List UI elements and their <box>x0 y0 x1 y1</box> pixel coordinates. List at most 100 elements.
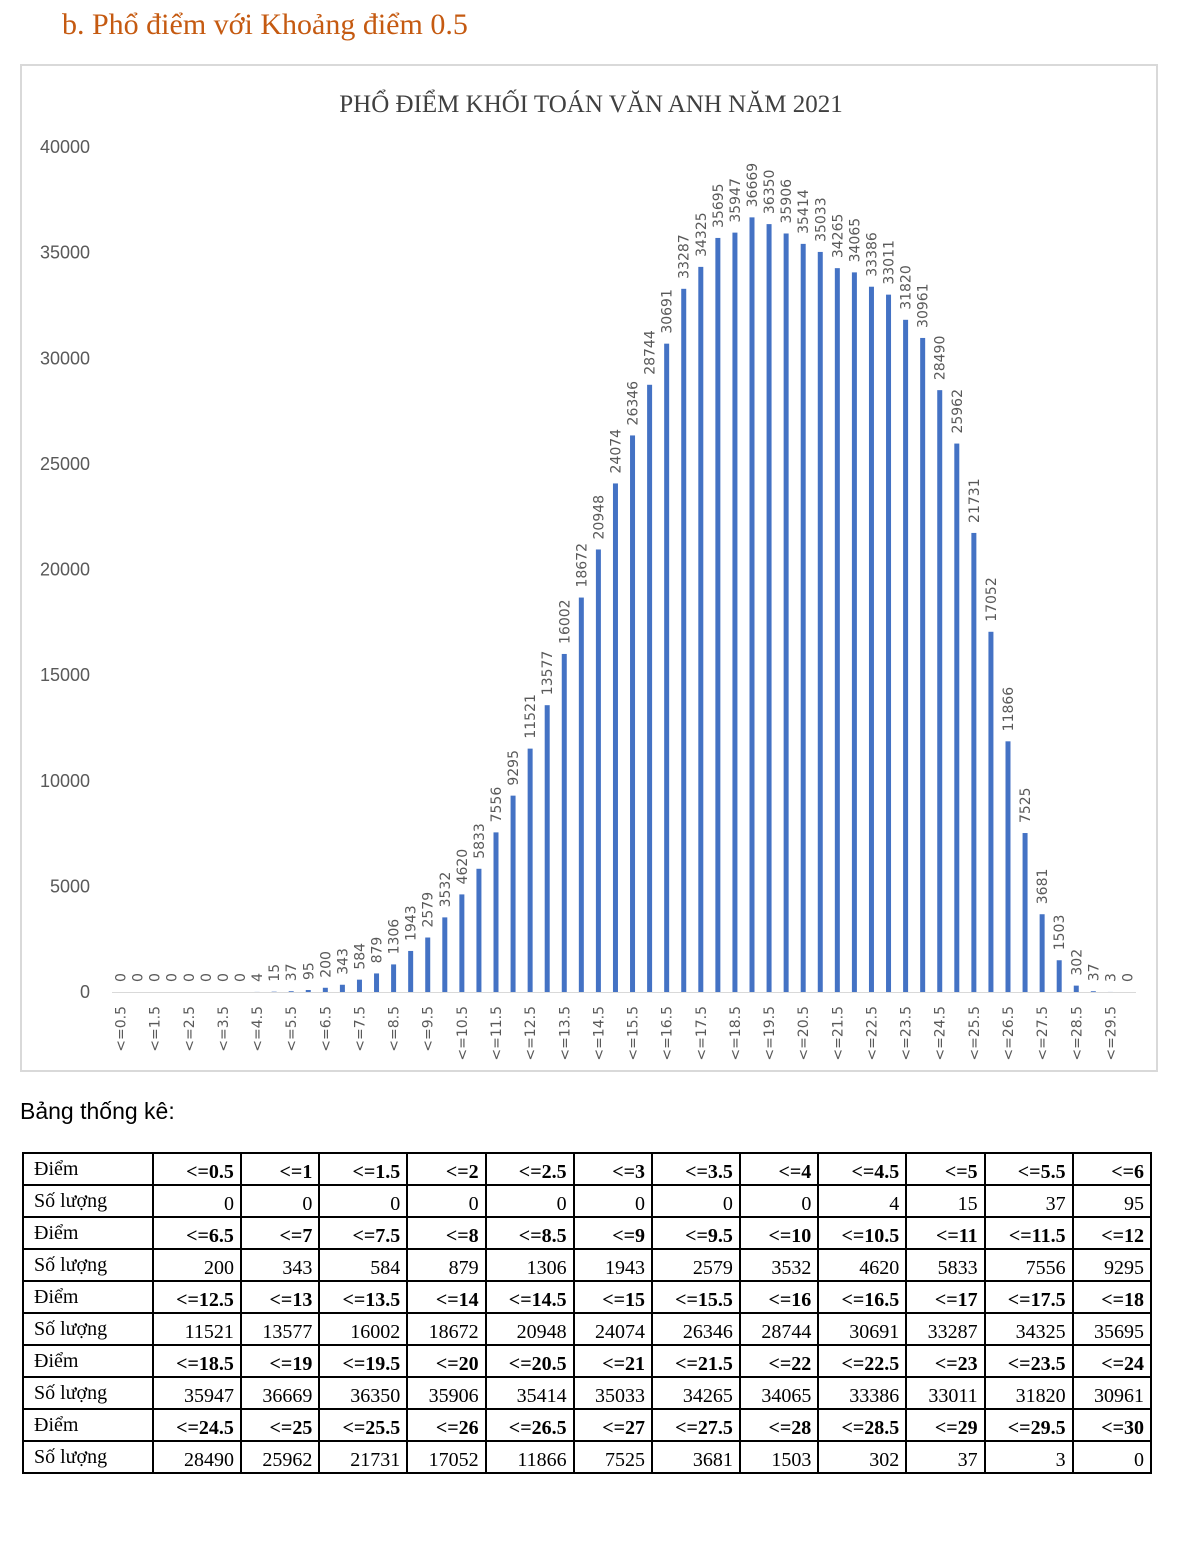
count-cell: 37 <box>905 1440 986 1474</box>
x-tick-label: <=22.5 <box>864 1006 880 1061</box>
count-row: Số lượng 35947 36669 36350 35906 35414 35033 34… <box>22 1376 1153 1410</box>
score-cell: <=5 <box>905 1152 986 1186</box>
score-cell: <=21.5 <box>650 1344 741 1378</box>
bar-data-label: 35906 <box>779 179 795 224</box>
x-tick-label: <=5.5 <box>284 1006 300 1052</box>
x-tick-label: <=4.5 <box>250 1006 266 1052</box>
bar-data-label: 0 <box>165 973 181 982</box>
count-cell: 34065 <box>738 1376 820 1410</box>
score-cell: <=29.5 <box>983 1408 1074 1442</box>
score-cell: <=14 <box>406 1280 487 1314</box>
count-cell: 0 <box>406 1184 487 1218</box>
score-cell: <=11.5 <box>983 1216 1074 1250</box>
x-axis: <=0.5 <=1.5 <=2.5 <=3.5 <=4.5 <=5.5 <=6.5 <=7.5… <box>112 992 1136 1061</box>
bar-data-label: 37 <box>284 963 300 981</box>
score-cell: <=12 <box>1071 1216 1153 1250</box>
score-cell: <=14.5 <box>484 1280 575 1314</box>
score-cell: <=10 <box>738 1216 820 1250</box>
score-cell: <=24 <box>1071 1344 1153 1378</box>
chart-container: PHỔ ĐIỂM KHỐI TOÁN VĂN ANH NĂM 2021 0 500… <box>20 64 1158 1072</box>
bar-data-label: 879 <box>370 937 386 964</box>
bar-data-label: 21731 <box>967 478 983 523</box>
count-row-header: Số lượng <box>22 1312 154 1346</box>
bar <box>391 964 397 992</box>
stats-table-label: Bảng thống kê: <box>20 1098 175 1124</box>
x-tick-label: <=19.5 <box>762 1006 778 1061</box>
bar <box>1039 914 1045 992</box>
count-row-header: Số lượng <box>22 1440 154 1474</box>
score-row: Điểm <=12.5 <=13 <=13.5 <=14 <=14.5 <=15 <=15.5… <box>22 1280 1153 1314</box>
score-cell: <=27.5 <box>650 1408 741 1442</box>
bar <box>800 243 806 992</box>
bar-data-label: 15 <box>267 964 283 982</box>
x-tick-label: <=9.5 <box>421 1006 437 1052</box>
bar-data-label: 0 <box>233 973 249 982</box>
count-cell: 16002 <box>318 1312 409 1346</box>
bar <box>732 232 738 992</box>
bar <box>698 266 704 992</box>
bar <box>664 343 670 993</box>
bar-data-label: 0 <box>216 973 232 982</box>
count-cell: 35947 <box>152 1376 242 1410</box>
count-cell: 35033 <box>572 1376 653 1410</box>
x-tick-label: <=10.5 <box>455 1006 471 1061</box>
bar <box>886 294 892 992</box>
count-cell: 0 <box>484 1184 575 1218</box>
chart-title: PHỔ ĐIỂM KHỐI TOÁN VĂN ANH NĂM 2021 <box>339 89 843 118</box>
bar <box>1090 991 1096 992</box>
count-row-header: Số lượng <box>22 1184 154 1218</box>
count-cell: 28490 <box>152 1440 242 1474</box>
count-cell: 5833 <box>905 1248 986 1282</box>
y-axis: 0 5000 10000 15000 20000 25000 30000 35000 40000 <box>40 137 90 1002</box>
stats-table: Điểm <=0.5 <=1 <=1.5 <=2 <=2.5 <=3 <=3.5 <=4 <=4.… <box>22 1152 1153 1474</box>
bar-data-label: 4620 <box>455 849 471 885</box>
score-cell: <=6.5 <box>152 1216 242 1250</box>
bar-data-label: 33287 <box>677 234 693 279</box>
score-distribution-chart: PHỔ ĐIỂM KHỐI TOÁN VĂN ANH NĂM 2021 0 500… <box>40 89 1137 1061</box>
score-cell: <=8 <box>406 1216 487 1250</box>
x-tick-label: <=25.5 <box>967 1006 983 1061</box>
bar-data-label: 0 <box>148 973 164 982</box>
bar <box>493 832 499 992</box>
count-cell: 11521 <box>152 1312 242 1346</box>
count-cell: 13577 <box>239 1312 321 1346</box>
score-cell: <=28 <box>738 1408 820 1442</box>
score-cell: <=12.5 <box>152 1280 242 1314</box>
x-tick-label: <=7.5 <box>352 1006 368 1052</box>
score-cell: <=9 <box>572 1216 653 1250</box>
bars-group <box>254 217 1113 993</box>
y-tick-label: 0 <box>80 982 90 1002</box>
x-tick-label: <=29.5 <box>1103 1006 1119 1061</box>
score-cell: <=13 <box>239 1280 321 1314</box>
count-cell: 584 <box>318 1248 409 1282</box>
bar <box>749 217 755 992</box>
count-cell: 24074 <box>572 1312 653 1346</box>
score-cell: <=6 <box>1071 1152 1153 1186</box>
score-cell: <=21 <box>572 1344 653 1378</box>
bar-data-label: 24074 <box>608 429 624 474</box>
bar-data-label: 1503 <box>1052 915 1068 951</box>
bar-data-label: 0 <box>199 973 215 982</box>
score-cell: <=3 <box>572 1152 653 1186</box>
bar <box>630 435 636 992</box>
score-cell: <=1.5 <box>318 1152 409 1186</box>
score-cell: <=8.5 <box>484 1216 575 1250</box>
bar-data-label: 25962 <box>950 389 966 434</box>
count-cell: 30691 <box>817 1312 908 1346</box>
score-row-header: Điểm <box>22 1408 154 1442</box>
score-row: Điểm <=18.5 <=19 <=19.5 <=20 <=20.5 <=21 <=21.5… <box>22 1344 1153 1378</box>
bar-data-label: 11866 <box>1001 687 1017 732</box>
x-tick-label: <=24.5 <box>933 1006 949 1061</box>
score-cell: <=19.5 <box>318 1344 409 1378</box>
x-tick-label: <=28.5 <box>1069 1006 1085 1061</box>
bar-data-label: 95 <box>301 962 317 980</box>
bar-data-label: 31820 <box>899 265 915 310</box>
bar <box>595 549 601 992</box>
bar <box>527 748 533 992</box>
count-cell: 28744 <box>738 1312 820 1346</box>
bar <box>578 597 584 992</box>
bar-data-label: 584 <box>352 943 368 970</box>
count-cell: 31820 <box>983 1376 1074 1410</box>
x-tick-label: <=15.5 <box>626 1006 642 1061</box>
count-cell: 879 <box>406 1248 487 1282</box>
